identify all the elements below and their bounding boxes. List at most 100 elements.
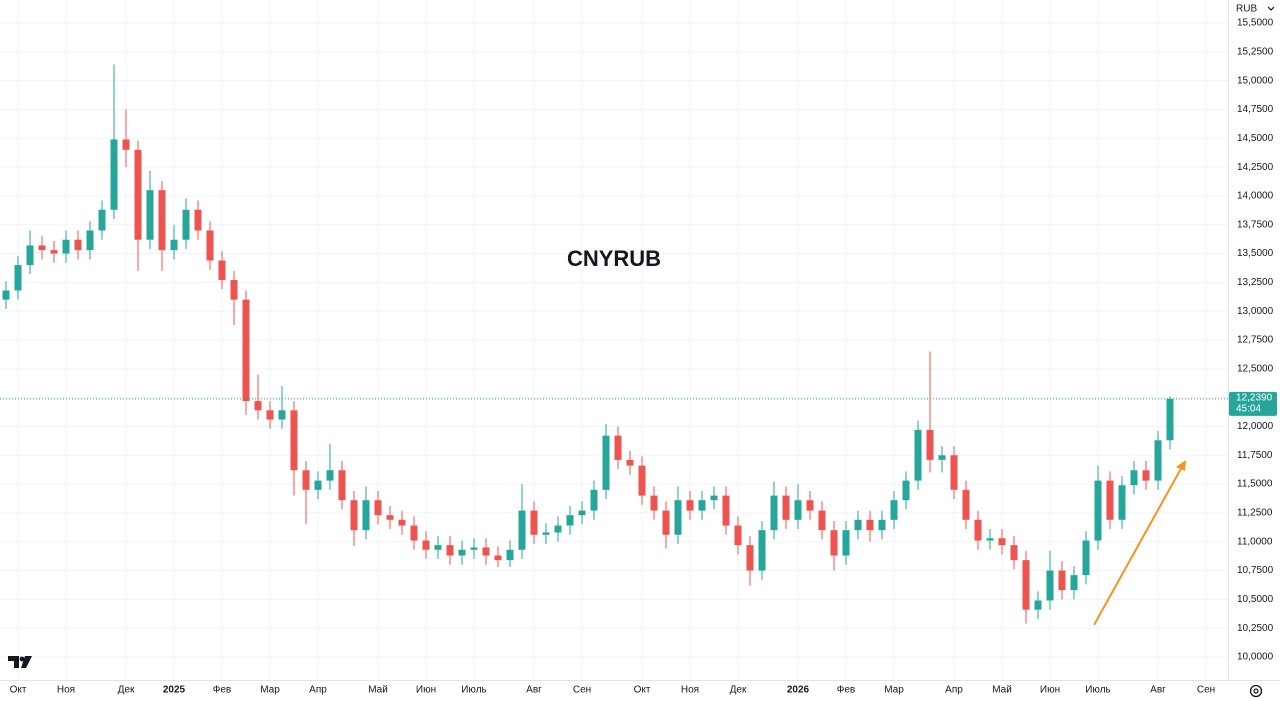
candle-body bbox=[530, 510, 538, 535]
candle-body bbox=[638, 465, 646, 496]
y-tick-label: 10,2500 bbox=[1237, 623, 1274, 634]
currency-selector[interactable]: RUB bbox=[1236, 4, 1275, 15]
candle-body bbox=[1070, 575, 1078, 591]
candle-body bbox=[758, 530, 766, 571]
candle-body bbox=[242, 299, 250, 402]
candle-body bbox=[938, 455, 946, 460]
x-tick-label: Окт bbox=[634, 685, 651, 696]
y-tick-label: 11,2500 bbox=[1237, 508, 1273, 519]
y-tick-label: 10,0000 bbox=[1237, 652, 1274, 663]
y-tick-label: 12,0000 bbox=[1237, 421, 1274, 432]
candle-body bbox=[926, 429, 934, 460]
x-tick-label: Авг bbox=[1150, 685, 1166, 696]
y-tick-label: 14,0000 bbox=[1237, 191, 1274, 202]
candle-body bbox=[506, 549, 514, 561]
x-tick-label: Мар bbox=[884, 685, 904, 696]
candle-body bbox=[110, 139, 118, 210]
candle-body bbox=[494, 555, 502, 561]
candle-body bbox=[122, 139, 130, 150]
logo-part[interactable] bbox=[8, 656, 19, 668]
candle-body bbox=[434, 545, 442, 550]
x-tick-label: Июн bbox=[416, 685, 436, 696]
y-tick-label: 12,7500 bbox=[1237, 335, 1274, 346]
candle-body bbox=[1154, 440, 1162, 481]
candle-body bbox=[578, 510, 586, 516]
x-tick-label: Дек bbox=[118, 685, 135, 696]
candle-body bbox=[1034, 600, 1042, 610]
candle-body bbox=[470, 547, 478, 550]
plot bbox=[0, 0, 1228, 680]
logo-part[interactable] bbox=[21, 656, 32, 668]
x-tick-label: Авг bbox=[526, 685, 542, 696]
y-tick-label: 15,5000 bbox=[1237, 18, 1274, 29]
x-tick-label: Фев bbox=[213, 685, 231, 696]
candle-body bbox=[746, 545, 754, 571]
candle-body bbox=[314, 480, 322, 490]
last-price-badge bbox=[1229, 391, 1277, 416]
candle-body bbox=[590, 489, 598, 511]
candle-body bbox=[614, 435, 622, 460]
candle-body bbox=[206, 230, 214, 261]
candle-body bbox=[218, 260, 226, 281]
last-price-label: 12,2390 bbox=[1236, 393, 1273, 404]
candle-body bbox=[902, 480, 910, 501]
candle-body bbox=[194, 209, 202, 231]
candle-body bbox=[770, 495, 778, 531]
candle-body bbox=[1082, 540, 1090, 576]
gear[interactable] bbox=[1249, 684, 1263, 698]
candle-body bbox=[1010, 545, 1018, 561]
chart-title: CNYRUB bbox=[567, 246, 661, 271]
candle-body bbox=[878, 519, 886, 531]
y-tick-label: 14,5000 bbox=[1237, 133, 1274, 144]
candle-body bbox=[1142, 470, 1150, 481]
candle-body bbox=[890, 500, 898, 520]
candle-body bbox=[26, 245, 34, 266]
y-tick-label: 11,0000 bbox=[1237, 536, 1273, 547]
y-tick-label: 15,0000 bbox=[1237, 75, 1274, 86]
candle-body bbox=[1022, 560, 1030, 610]
y-tick-label: 14,2500 bbox=[1237, 162, 1274, 173]
dropdown-arrow[interactable] bbox=[1267, 6, 1275, 11]
candle-body bbox=[866, 519, 874, 531]
candle-body bbox=[710, 495, 718, 501]
candle-body bbox=[950, 455, 958, 490]
candle-body bbox=[86, 230, 94, 251]
x-tick-label: Ноя bbox=[681, 685, 699, 696]
candle-body bbox=[398, 519, 406, 526]
candle-body bbox=[854, 519, 862, 531]
candle-body bbox=[374, 500, 382, 516]
candle-body bbox=[266, 410, 274, 420]
countdown: 45:04 bbox=[1236, 404, 1261, 415]
candle-body bbox=[338, 470, 346, 501]
y-tick-label: 13,7500 bbox=[1237, 219, 1274, 230]
candle-body bbox=[50, 250, 58, 254]
x-tick-label: Июль bbox=[461, 685, 487, 696]
candle-body bbox=[326, 470, 334, 481]
x-tick-label: Окт bbox=[10, 685, 27, 696]
candle-body bbox=[794, 500, 802, 520]
candle-body bbox=[998, 538, 1006, 546]
candle-body bbox=[422, 540, 430, 550]
y-tick-label: 11,7500 bbox=[1237, 450, 1273, 461]
x-tick-label: Май bbox=[992, 685, 1012, 696]
candle-body bbox=[98, 209, 106, 231]
trend-arrow bbox=[1093, 464, 1184, 626]
x-tick-label: Апр bbox=[309, 685, 327, 696]
y-tick-label: 13,5000 bbox=[1237, 248, 1274, 259]
x-tick-label: Ноя bbox=[57, 685, 75, 696]
candle-body bbox=[566, 515, 574, 526]
y-tick-label: 15,2500 bbox=[1237, 47, 1274, 58]
y-tick-label: 14,7500 bbox=[1237, 104, 1274, 115]
gear-center[interactable] bbox=[1253, 688, 1259, 694]
currency[interactable]: RUB bbox=[1236, 4, 1257, 15]
x-tick-label: Май bbox=[368, 685, 388, 696]
candle-body bbox=[74, 239, 82, 251]
y-tick-label: 10,7500 bbox=[1237, 565, 1274, 576]
candle-body bbox=[302, 470, 310, 490]
settings-button[interactable] bbox=[1249, 684, 1263, 698]
x-tick-label: Сен bbox=[573, 685, 591, 696]
candle-body bbox=[230, 280, 238, 300]
logo-part[interactable] bbox=[19, 656, 25, 662]
tradingview-logo[interactable] bbox=[8, 656, 32, 668]
